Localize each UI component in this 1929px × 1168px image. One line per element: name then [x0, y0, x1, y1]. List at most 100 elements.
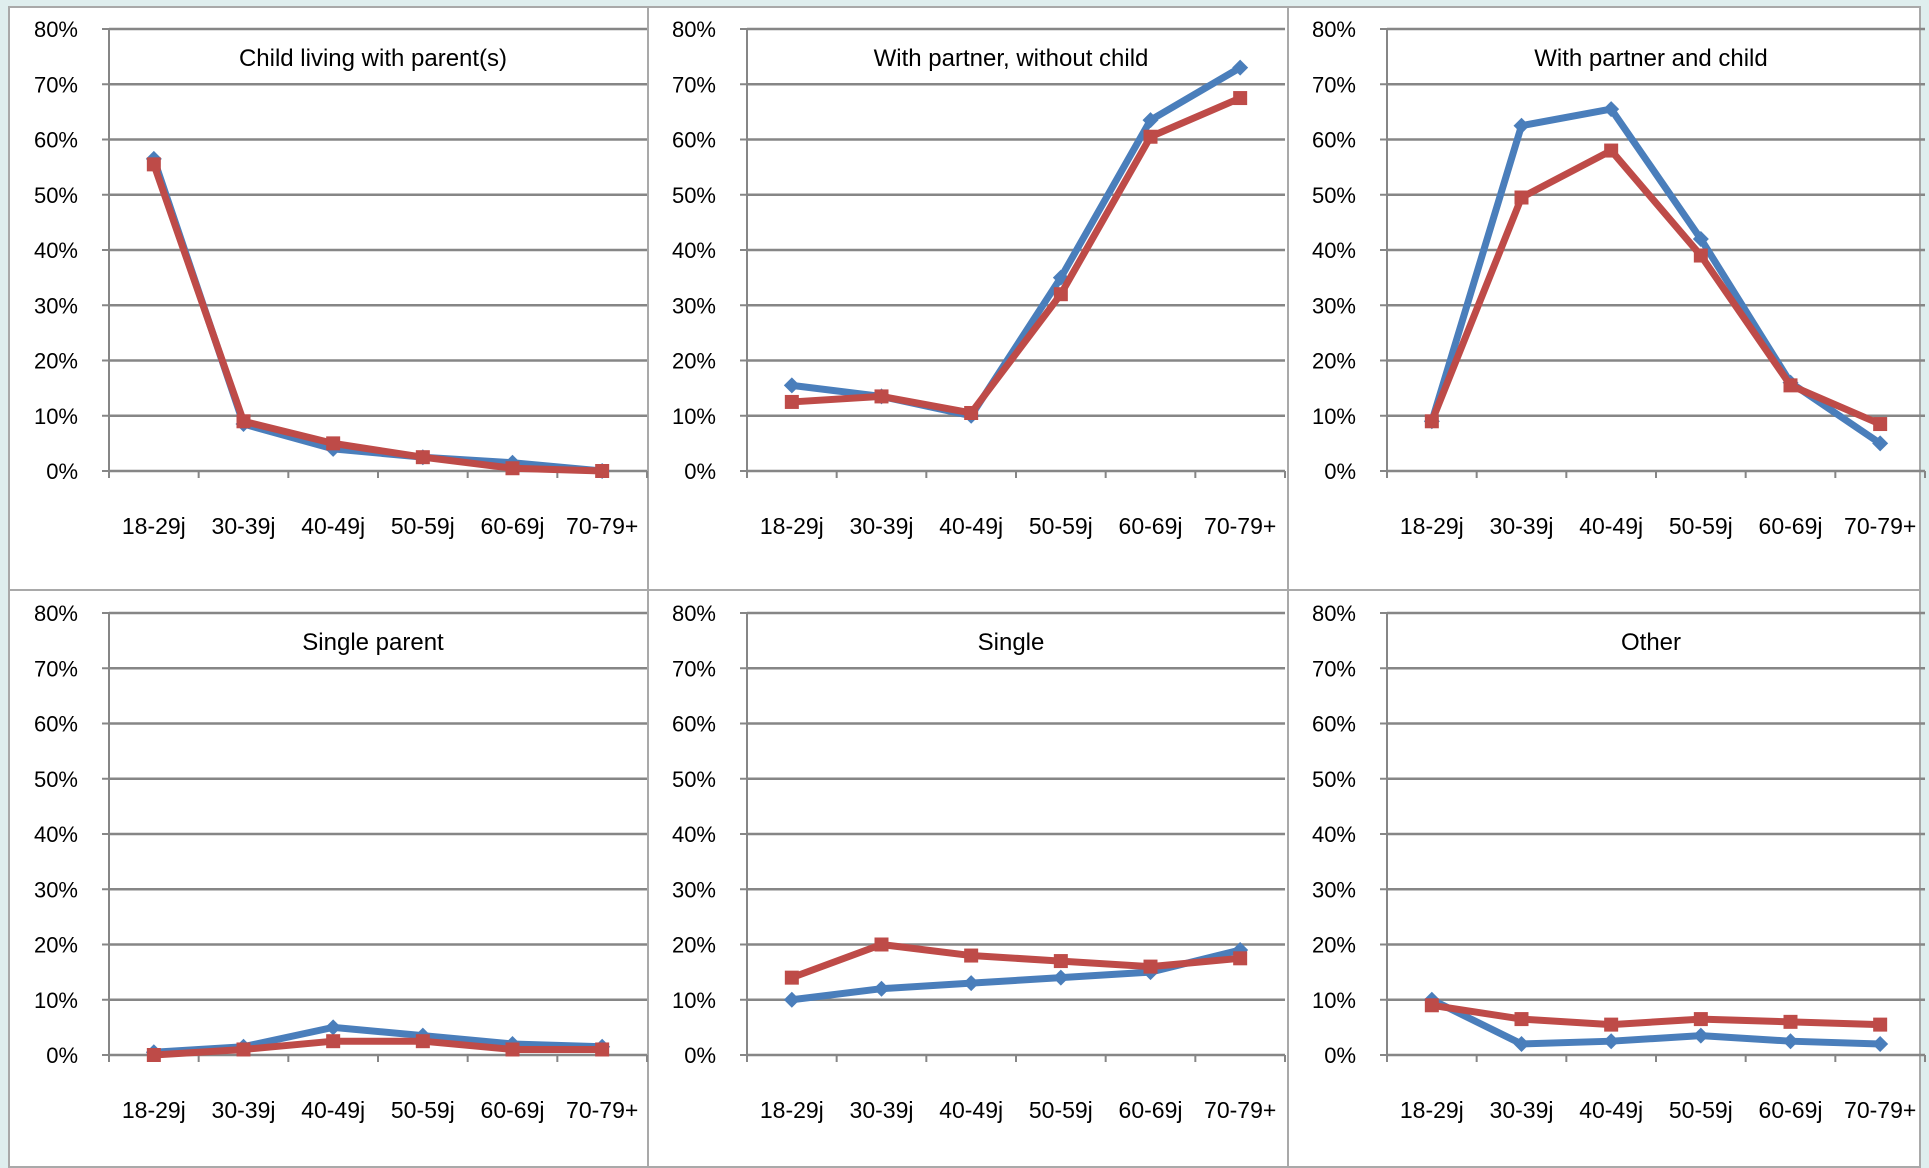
data-point-square	[1053, 287, 1068, 302]
y-tick-label: 20%	[1312, 933, 1356, 958]
y-tick-label: 70%	[34, 656, 78, 681]
data-point-square	[236, 1042, 251, 1057]
data-point-square	[1604, 1017, 1619, 1032]
x-tick-label: 18-29j	[760, 1097, 824, 1123]
data-point-square	[595, 1042, 610, 1057]
data-point-diamond	[1692, 230, 1709, 247]
y-tick-label: 30%	[34, 877, 78, 902]
chart-title: Other	[1621, 629, 1681, 656]
y-tick-label: 70%	[1312, 72, 1356, 97]
x-tick-label: 40-49j	[1579, 513, 1643, 539]
y-tick-label: 50%	[34, 183, 78, 208]
y-tick-label: 40%	[1312, 238, 1356, 263]
data-point-square	[1873, 417, 1888, 432]
data-point-diamond	[1603, 101, 1620, 118]
x-tick-label: 70-79+	[1204, 513, 1276, 539]
y-tick-label: 60%	[672, 712, 716, 737]
y-tick-label: 30%	[1312, 877, 1356, 902]
chart-title: With partner, without child	[874, 45, 1149, 72]
y-tick-label: 60%	[1312, 712, 1356, 737]
chart-panel-4: 0% 10% 20% 30% 40% 50% 60% 70% 80% 18-29j 30-39j 40…	[34, 601, 648, 1123]
x-tick-label: 40-49j	[301, 513, 365, 539]
data-point-square	[1233, 951, 1248, 966]
series-line-1	[1428, 996, 1884, 1048]
series-line-1	[788, 64, 1244, 420]
y-tick-label: 0%	[1324, 1043, 1356, 1068]
x-tick-label: 60-69j	[1759, 513, 1823, 539]
chart-grid-frame	[8, 6, 1921, 1168]
series-line-2	[788, 941, 1244, 982]
y-tick-label: 20%	[672, 349, 716, 374]
series-line-1	[150, 155, 606, 475]
x-tick-label: 40-49j	[939, 513, 1003, 539]
chart-panel-2: 0% 10% 20% 30% 40% 50% 60% 70% 80% 18-29j 30-39j 40…	[672, 17, 1286, 539]
x-tick-label: 60-69j	[481, 1097, 545, 1123]
chart-title: Single	[978, 629, 1045, 656]
y-tick-label: 30%	[1312, 293, 1356, 318]
y-tick-label: 40%	[1312, 822, 1356, 847]
y-tick-label: 40%	[34, 238, 78, 263]
data-point-square	[595, 464, 610, 478]
x-tick-label: 50-59j	[1029, 1097, 1093, 1123]
y-tick-label: 80%	[672, 17, 716, 42]
chart-title: Child living with parent(s)	[239, 45, 507, 72]
chart-title: With partner and child	[1534, 45, 1767, 72]
data-point-square	[964, 405, 979, 420]
data-point-square	[236, 414, 251, 429]
y-tick-label: 50%	[1312, 767, 1356, 792]
y-tick-label: 0%	[684, 459, 716, 484]
data-point-square	[146, 157, 161, 172]
y-tick-label: 60%	[34, 712, 78, 737]
x-tick-label: 30-39j	[212, 513, 276, 539]
x-tick-label: 50-59j	[1669, 513, 1733, 539]
y-tick-label: 30%	[672, 293, 716, 318]
data-point-diamond	[1692, 1027, 1709, 1044]
data-point-diamond	[963, 975, 980, 992]
x-tick-label: 18-29j	[1400, 513, 1464, 539]
data-point-diamond	[783, 991, 800, 1008]
data-point-square	[1053, 954, 1068, 969]
y-tick-label: 20%	[34, 349, 78, 374]
y-tick-label: 50%	[34, 767, 78, 792]
chart-title: Single parent	[302, 629, 444, 656]
y-tick-label: 80%	[34, 17, 78, 42]
data-point-square	[784, 394, 799, 409]
y-tick-label: 80%	[672, 601, 716, 626]
chart-panel-6: 0% 10% 20% 30% 40% 50% 60% 70% 80% 18-29j 30-39j 40…	[1312, 601, 1926, 1123]
x-tick-label: 18-29j	[122, 1097, 186, 1123]
x-tick-label: 30-39j	[850, 513, 914, 539]
y-tick-label: 10%	[34, 988, 78, 1013]
y-tick-label: 0%	[46, 459, 78, 484]
data-point-square	[1514, 190, 1529, 205]
data-point-square	[1514, 1012, 1529, 1027]
x-tick-label: 60-69j	[1119, 1097, 1183, 1123]
x-tick-label: 50-59j	[391, 513, 455, 539]
x-tick-label: 50-59j	[1669, 1097, 1733, 1123]
x-tick-label: 60-69j	[1119, 513, 1183, 539]
x-tick-label: 40-49j	[301, 1097, 365, 1123]
x-tick-label: 50-59j	[1029, 513, 1093, 539]
x-tick-label: 30-39j	[1490, 1097, 1554, 1123]
x-tick-label: 40-49j	[1579, 1097, 1643, 1123]
data-point-square	[1604, 143, 1619, 158]
y-tick-label: 50%	[1312, 183, 1356, 208]
x-tick-label: 18-29j	[760, 513, 824, 539]
data-point-diamond	[1603, 1033, 1620, 1050]
data-point-square	[1424, 998, 1439, 1013]
data-point-diamond	[1052, 969, 1069, 986]
y-tick-label: 80%	[1312, 601, 1356, 626]
y-tick-label: 10%	[672, 404, 716, 429]
series-line-2	[1428, 147, 1884, 428]
y-tick-label: 80%	[1312, 17, 1356, 42]
y-tick-label: 60%	[672, 128, 716, 153]
y-tick-label: 10%	[672, 988, 716, 1013]
data-point-square	[326, 436, 341, 451]
x-tick-label: 18-29j	[1400, 1097, 1464, 1123]
data-point-square	[146, 1048, 161, 1062]
x-tick-label: 70-79+	[566, 1097, 638, 1123]
data-point-square	[1693, 1012, 1708, 1027]
y-tick-label: 10%	[1312, 404, 1356, 429]
y-tick-label: 0%	[1324, 459, 1356, 484]
data-point-diamond	[1782, 1033, 1799, 1050]
